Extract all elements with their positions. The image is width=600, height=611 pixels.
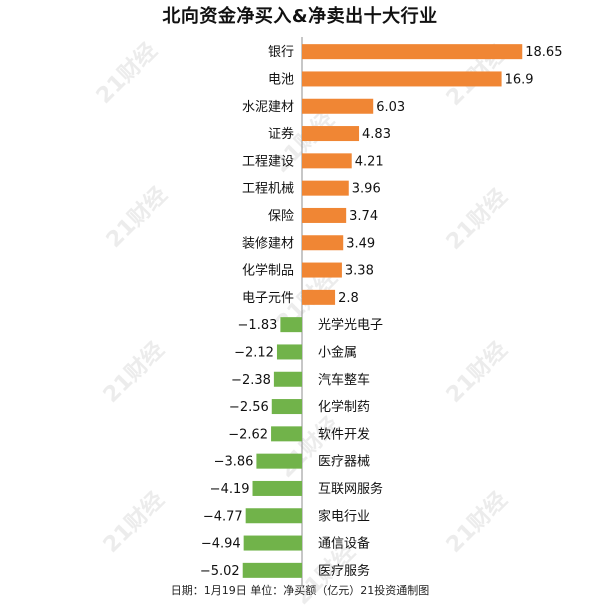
bar-row: 水泥建材 6.03 (242, 98, 405, 115)
category-label: 装修建材 (242, 236, 294, 251)
bar-row: 医疗服务 −5.02 (200, 562, 370, 579)
bar (271, 426, 302, 442)
bar (302, 235, 344, 251)
category-label: 通信设备 (318, 536, 370, 552)
value-label: 3.96 (352, 182, 381, 197)
bar-row: 汽车整车 −2.38 (231, 371, 370, 388)
category-label: 水泥建材 (242, 100, 294, 115)
chart-title: 北向资金净买入&净卖出十大行业 (162, 6, 438, 27)
category-label: 化学制药 (318, 399, 370, 415)
bar-row: 证券 4.83 (268, 126, 391, 142)
bar (302, 126, 360, 142)
bar (273, 371, 302, 387)
bar-row: 互联网服务 −4.19 (210, 480, 383, 497)
bar-row: 软件开发 −2.62 (228, 426, 370, 442)
value-label: 6.03 (376, 100, 405, 115)
category-label: 电子元件 (242, 291, 294, 306)
bar-row: 小金属 −2.12 (234, 344, 357, 360)
category-label: 家电行业 (318, 508, 370, 524)
category-label: 电池 (268, 72, 294, 87)
bar-row: 化学制品 3.38 (242, 262, 374, 279)
bar (243, 535, 302, 551)
bar (242, 562, 302, 578)
bar (302, 44, 523, 60)
bar-row: 光学光电子 −1.83 (238, 317, 383, 333)
category-label: 化学制品 (242, 263, 294, 279)
bar-row: 医疗器械 −3.86 (214, 453, 370, 470)
value-label: −2.62 (228, 427, 268, 442)
category-label: 证券 (268, 126, 294, 142)
bar-row: 化学制药 −2.56 (229, 399, 370, 415)
value-label: −3.86 (214, 455, 254, 470)
category-label: 医疗器械 (318, 455, 370, 470)
bar (302, 98, 374, 114)
bar-row: 保险 3.74 (268, 207, 378, 224)
value-label: −1.83 (238, 318, 278, 333)
bar (271, 399, 302, 415)
category-label: 医疗服务 (318, 563, 370, 579)
category-label: 软件开发 (318, 426, 370, 442)
bar (302, 262, 342, 278)
value-label: −2.56 (229, 400, 269, 415)
bar (276, 344, 302, 360)
category-label: 银行 (268, 45, 294, 60)
bar-row: 通信设备 −4.94 (201, 535, 370, 552)
bar-row: 电池 16.9 (268, 71, 534, 87)
value-label: 4.21 (355, 154, 384, 169)
value-label: 2.8 (338, 291, 359, 306)
value-label: −4.19 (210, 482, 250, 497)
value-label: −2.12 (234, 345, 274, 360)
bar (245, 508, 302, 524)
category-label: 光学光电子 (318, 317, 383, 333)
value-label: −4.94 (201, 537, 241, 552)
bar-row: 家电行业 −4.77 (203, 508, 370, 524)
bar-row: 工程建设 4.21 (242, 153, 384, 169)
value-label: 4.83 (362, 127, 391, 142)
bar-row: 银行 18.65 (268, 44, 562, 60)
value-label: 18.65 (525, 45, 562, 60)
category-label: 工程建设 (242, 154, 294, 169)
value-label: 3.74 (349, 209, 378, 224)
category-label: 保险 (268, 209, 294, 224)
bar (302, 289, 336, 305)
bar (302, 180, 349, 196)
value-label: −4.77 (203, 509, 243, 524)
bar (252, 480, 302, 496)
bar (302, 207, 347, 223)
category-label: 工程机械 (242, 182, 294, 197)
bar (302, 71, 502, 87)
category-label: 小金属 (318, 344, 357, 360)
bar-row: 工程机械 3.96 (242, 180, 381, 197)
value-label: 3.49 (346, 236, 375, 251)
chart-footer: 日期：1月19日 单位：净买额（亿元）21投资通制图 (170, 584, 430, 597)
value-label: −2.38 (231, 373, 271, 388)
value-label: 3.38 (345, 264, 374, 279)
bar-row: 装修建材 3.49 (242, 235, 375, 251)
bar (302, 153, 352, 169)
category-label: 互联网服务 (318, 481, 383, 497)
bar (256, 453, 302, 469)
bar-row: 电子元件 2.8 (242, 289, 359, 306)
bar (280, 317, 302, 333)
value-label: −5.02 (200, 564, 240, 579)
value-label: 16.9 (505, 72, 534, 87)
category-label: 汽车整车 (318, 372, 370, 388)
